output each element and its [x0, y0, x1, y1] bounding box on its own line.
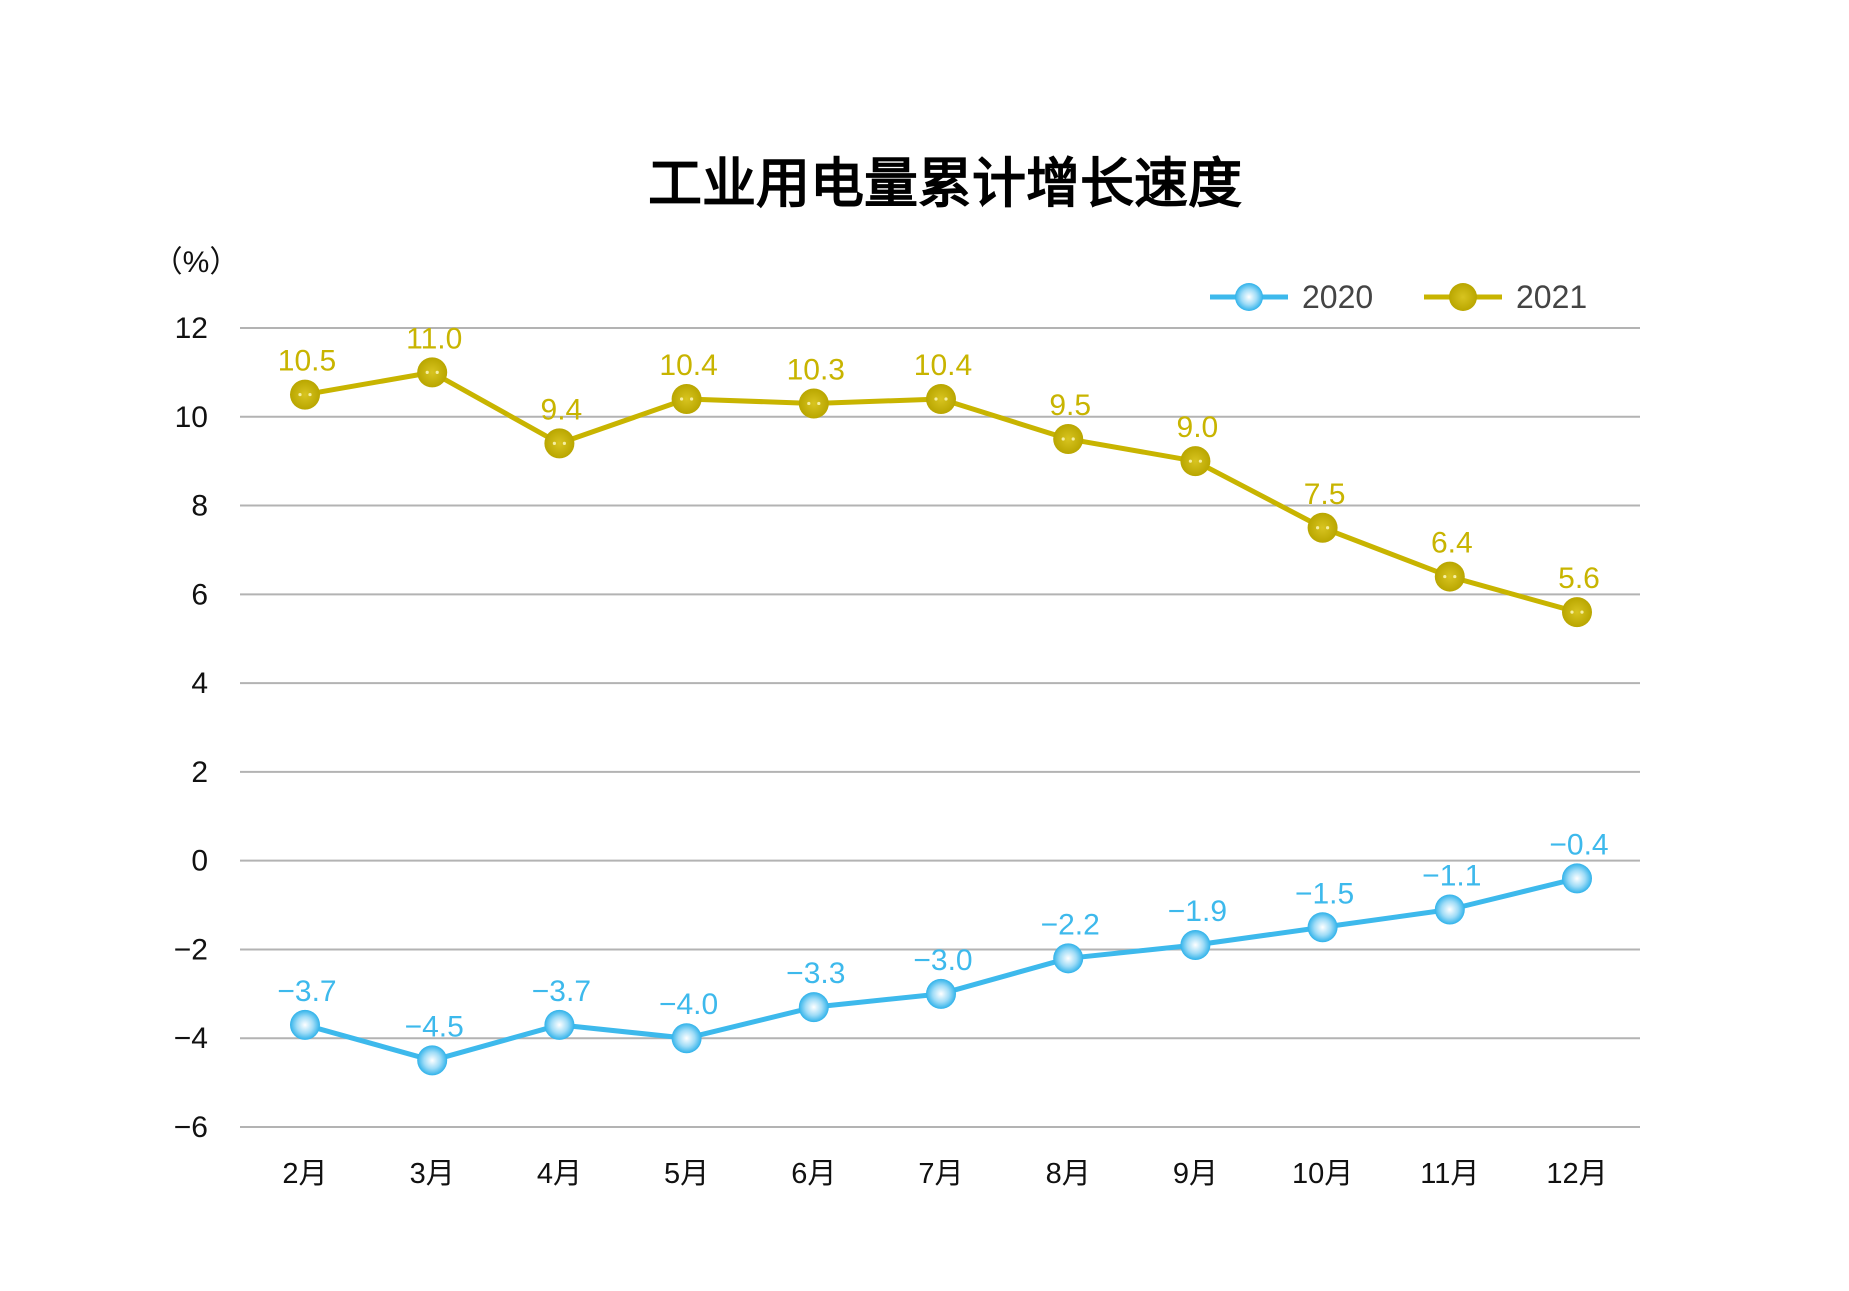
legend-label: 2020	[1302, 279, 1373, 315]
data-point	[417, 1045, 448, 1076]
data-label: 5.6	[1558, 562, 1600, 595]
data-point-highlight	[680, 397, 684, 401]
y-tick-label: 6	[191, 578, 208, 611]
data-point	[671, 384, 702, 415]
data-point-highlight	[552, 441, 557, 446]
x-tick-label: 8月	[1046, 1158, 1091, 1190]
data-point	[798, 992, 829, 1023]
series-2021: 10.5 11.0 9.4 10.4 10.3 10.4 9.5 9.0 7.5 6.4 5.6	[278, 322, 1600, 628]
y-tick-label: 12	[175, 312, 208, 345]
y-tick-label: 10	[175, 401, 208, 434]
data-point-highlight	[1570, 610, 1574, 614]
data-label: 6.4	[1431, 527, 1473, 560]
data-label: 10.3	[787, 353, 845, 386]
data-label: 7.5	[1304, 478, 1346, 511]
data-point	[290, 379, 320, 410]
data-point	[1180, 446, 1211, 477]
data-label: −4.5	[405, 1010, 464, 1043]
data-point	[798, 388, 829, 419]
data-point	[417, 357, 448, 388]
data-label: 9.0	[1177, 411, 1219, 444]
data-point	[1180, 930, 1211, 961]
data-point	[1307, 912, 1338, 943]
data-point-highlight	[1326, 526, 1330, 530]
data-point-highlight	[934, 397, 938, 401]
y-tick-label: −2	[174, 933, 208, 966]
data-label: −0.4	[1549, 828, 1608, 861]
x-tick-label: 5月	[664, 1158, 709, 1190]
data-label: −3.7	[532, 975, 591, 1008]
data-point-highlight	[1443, 574, 1447, 579]
data-label: −2.2	[1041, 908, 1100, 941]
data-point-highlight	[690, 397, 694, 401]
y-tick-label: −6	[174, 1111, 208, 1144]
x-tick-label: 11月	[1420, 1158, 1479, 1190]
data-point	[290, 1009, 320, 1040]
data-point-highlight	[1453, 574, 1457, 579]
data-point-highlight	[1316, 526, 1320, 530]
legend-marker	[1235, 283, 1263, 311]
data-point	[1434, 561, 1465, 592]
legend-marker	[1449, 283, 1477, 311]
data-point-highlight	[1071, 437, 1075, 441]
data-point-highlight	[1061, 437, 1065, 441]
data-label: −1.9	[1168, 895, 1227, 928]
data-point-highlight	[298, 392, 302, 397]
y-tick-label: 0	[191, 845, 208, 878]
data-label: 10.4	[659, 349, 717, 382]
data-point-highlight	[944, 397, 948, 401]
y-axis-unit: （%）	[153, 246, 240, 279]
data-label: 11.0	[406, 322, 462, 355]
chart-title: 工业用电量累计增长速度	[648, 151, 1242, 215]
data-label: 10.5	[278, 345, 336, 378]
x-tick-label: 7月	[918, 1158, 963, 1190]
data-point	[1307, 512, 1338, 543]
y-tick-label: 4	[191, 667, 208, 700]
data-label: −1.5	[1295, 877, 1354, 910]
data-label: 9.4	[541, 393, 583, 426]
y-tick-label: −4	[174, 1022, 208, 1055]
data-point	[1053, 423, 1084, 454]
data-label: −3.0	[913, 944, 972, 977]
data-point	[926, 384, 956, 415]
data-point	[671, 1023, 702, 1054]
data-point-highlight	[1198, 459, 1202, 463]
data-label: 9.5	[1049, 389, 1091, 422]
data-point	[544, 1009, 575, 1040]
data-point-highlight	[435, 370, 439, 374]
data-label: −3.7	[277, 975, 336, 1008]
x-tick-label: 6月	[791, 1158, 836, 1190]
legend-label: 2021	[1516, 279, 1587, 315]
data-point-highlight	[1580, 610, 1584, 614]
y-tick-label: 8	[191, 490, 208, 523]
data-point	[926, 978, 956, 1009]
data-label: −3.3	[786, 957, 845, 990]
data-label: −4.0	[659, 988, 718, 1021]
x-tick-label: 4月	[537, 1158, 582, 1190]
x-tick-label: 12月	[1546, 1158, 1607, 1190]
x-tick-label: 9月	[1173, 1158, 1218, 1190]
x-tick-label: 10月	[1292, 1158, 1353, 1190]
data-point	[1562, 597, 1592, 628]
data-point-highlight	[562, 441, 567, 446]
data-point	[1562, 863, 1592, 894]
data-point-highlight	[817, 401, 821, 406]
data-label: 10.4	[914, 349, 972, 382]
data-point	[1053, 943, 1084, 974]
data-point	[1434, 894, 1465, 925]
data-point-highlight	[1188, 459, 1192, 463]
data-point-highlight	[807, 401, 811, 406]
data-point	[544, 428, 575, 459]
x-tick-label: 2月	[282, 1158, 327, 1190]
data-point-highlight	[425, 370, 429, 374]
data-label: −1.1	[1422, 859, 1481, 892]
x-tick-label: 3月	[410, 1158, 455, 1190]
y-tick-label: 2	[191, 756, 208, 789]
series-2020: −3.7 −4.5 −3.7 −4.0 −3.3 −3.0 −2.2 −1.9 −1.5 −1.1…	[277, 828, 1609, 1076]
data-point-highlight	[308, 392, 312, 397]
